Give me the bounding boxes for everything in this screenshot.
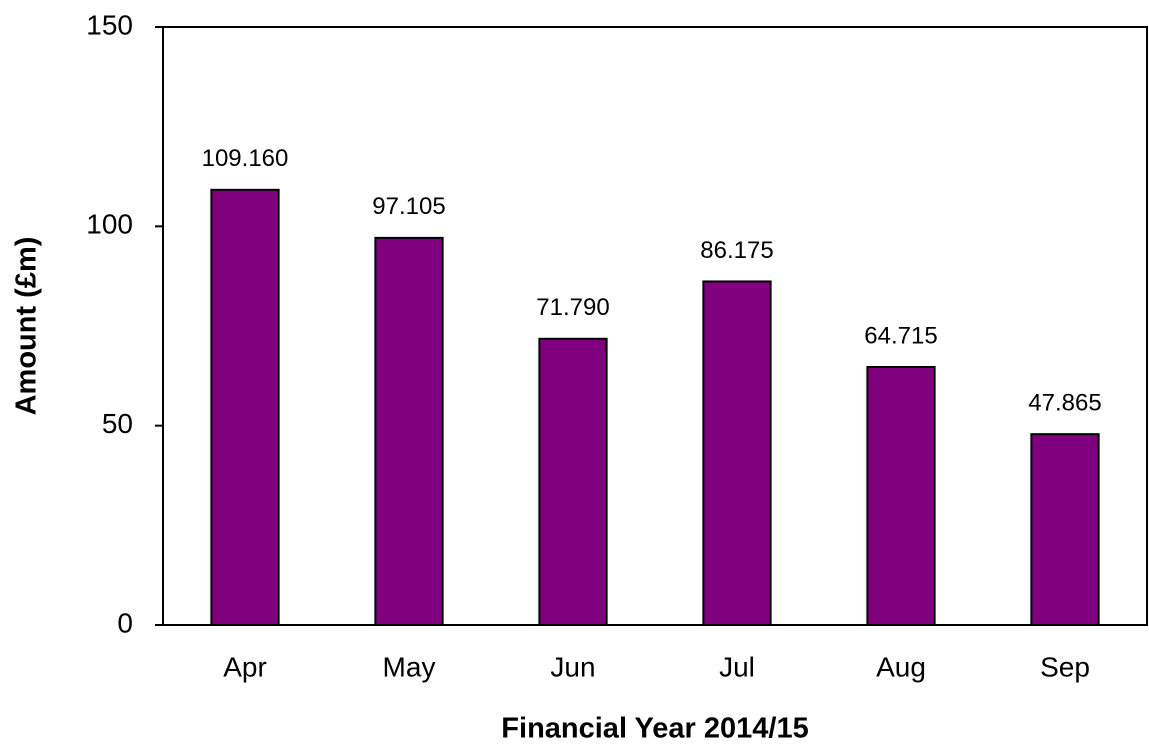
value-label: 71.790 xyxy=(536,294,609,321)
value-label: 86.175 xyxy=(700,237,773,264)
value-label: 109.160 xyxy=(202,145,289,172)
value-label: 47.865 xyxy=(1028,390,1101,417)
y-tick-label: 50 xyxy=(102,408,133,439)
y-tick-label: 150 xyxy=(86,9,133,40)
value-label: 97.105 xyxy=(372,193,445,220)
bar xyxy=(374,236,444,627)
value-label: 64.715 xyxy=(864,322,937,349)
x-tick-label: Jun xyxy=(550,651,595,682)
x-tick-label: Apr xyxy=(223,651,267,682)
bar xyxy=(866,366,936,626)
bar xyxy=(210,188,280,626)
bar xyxy=(538,337,608,626)
x-tick-label: May xyxy=(383,651,436,682)
x-axis-title: Financial Year 2014/15 xyxy=(501,713,808,745)
x-tick-label: Jul xyxy=(719,651,755,682)
plot-frame xyxy=(162,26,1148,626)
bar xyxy=(702,280,772,626)
x-tick-label: Sep xyxy=(1040,651,1090,682)
y-tick-label: 0 xyxy=(117,607,133,638)
x-tick-label: Aug xyxy=(876,651,926,682)
y-axis-title: Amount (£m) xyxy=(11,237,43,416)
bar xyxy=(1030,433,1100,626)
y-tick-label: 100 xyxy=(86,209,133,240)
